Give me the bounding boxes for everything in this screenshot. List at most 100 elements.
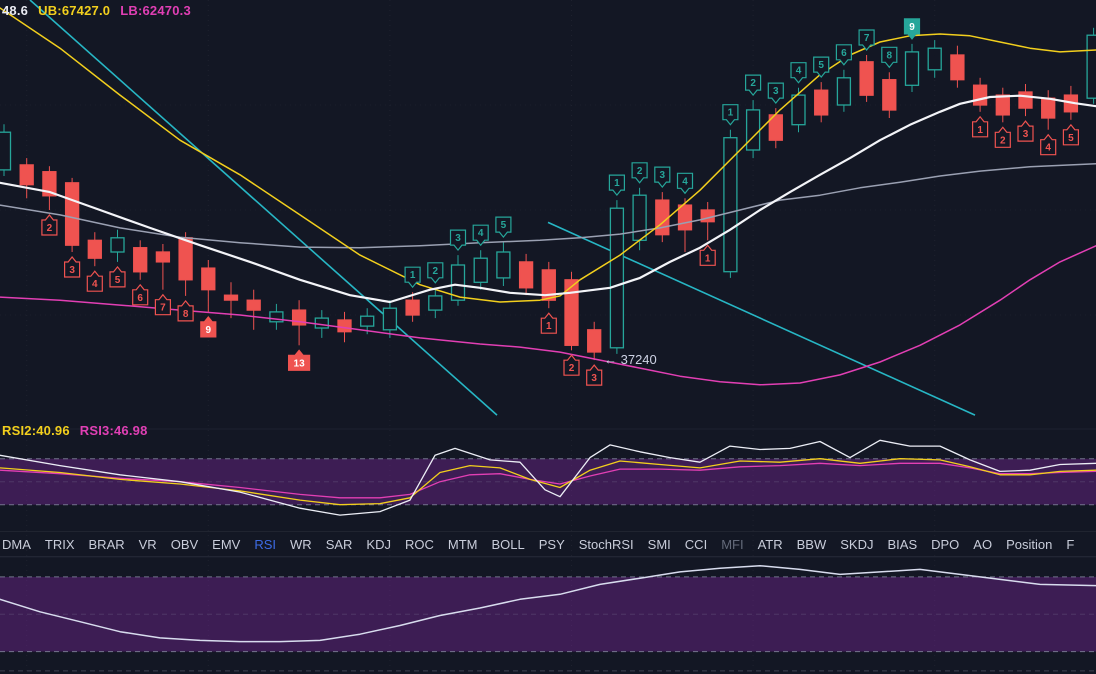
tab-dma[interactable]: DMA <box>2 536 31 552</box>
candle-body[interactable] <box>382 307 398 331</box>
td-count-badge-label: 8 <box>183 309 189 320</box>
candle-body[interactable] <box>995 94 1010 116</box>
tab-psy[interactable]: PSY <box>538 536 565 552</box>
ma-white-line <box>0 94 1096 304</box>
td-count-badge-red-4 <box>86 270 103 292</box>
candle-body[interactable] <box>950 54 965 81</box>
tab-wr[interactable]: WR <box>290 536 312 552</box>
candle-body[interactable] <box>64 182 80 246</box>
td-count-badge-label: 2 <box>569 363 575 374</box>
td-count-badge-red-8 <box>177 299 194 322</box>
candle-body[interactable] <box>882 79 897 111</box>
tab-cci[interactable]: CCI <box>684 536 708 552</box>
candle-body[interactable] <box>337 319 352 333</box>
candle-body[interactable] <box>700 209 715 223</box>
tab-brar[interactable]: BRAR <box>88 536 125 552</box>
tab-dpo[interactable]: DPO <box>931 536 960 552</box>
candle-body[interactable] <box>927 47 942 71</box>
td-count-badge-red-6 <box>132 283 149 306</box>
candle-body[interactable] <box>836 77 852 106</box>
td-count-badge-red-9 <box>200 315 217 338</box>
candle-body[interactable] <box>450 264 466 301</box>
candle-body[interactable] <box>19 164 34 186</box>
candle-body[interactable] <box>1086 34 1096 99</box>
candle-body[interactable] <box>609 207 625 349</box>
rsi2-line <box>0 458 1096 506</box>
td-count-badge-red-1 <box>540 312 557 334</box>
td-count-badge-red-7 <box>154 293 171 316</box>
td-count-badge-green-5 <box>813 56 830 79</box>
candle-body[interactable] <box>859 61 874 96</box>
td-count-badge-label: 3 <box>1023 129 1029 140</box>
candle-body[interactable] <box>745 109 761 151</box>
td-count-badge-red-5 <box>1062 123 1079 146</box>
tab-roc[interactable]: ROC <box>404 536 434 552</box>
tab-mfi[interactable]: MFI <box>721 536 744 552</box>
td-count-badge-label: 5 <box>115 275 121 286</box>
tab-obv[interactable]: OBV <box>170 536 199 552</box>
candle-body[interactable] <box>904 51 920 86</box>
candle-body[interactable] <box>1041 97 1056 119</box>
tab-smi[interactable]: SMI <box>647 536 671 552</box>
tab-sar[interactable]: SAR <box>325 536 353 552</box>
candle-body[interactable] <box>269 311 284 323</box>
bottom-oscillator-line <box>0 564 1096 643</box>
candle-body[interactable] <box>1018 91 1033 109</box>
td-count-badge-green-4 <box>790 62 807 84</box>
candle-body[interactable] <box>677 204 693 231</box>
tab-f[interactable]: F <box>1066 536 1075 552</box>
candle-body[interactable] <box>360 315 375 327</box>
candle-body[interactable] <box>564 279 579 346</box>
candle-body[interactable] <box>0 131 12 171</box>
tab-ao[interactable]: AO <box>973 536 993 552</box>
candle-body[interactable] <box>632 194 647 241</box>
candle-body[interactable] <box>972 84 988 106</box>
candle-body[interactable] <box>178 237 193 281</box>
tab-atr[interactable]: ATR <box>757 536 783 552</box>
td-count-badge-label: 4 <box>1045 143 1051 154</box>
candle-body[interactable] <box>155 251 171 263</box>
td-count-badge-green-1 <box>722 104 739 126</box>
td-count-badge-label: 1 <box>705 253 711 264</box>
tab-bbw[interactable]: BBW <box>796 536 827 552</box>
candle-body[interactable] <box>496 251 511 279</box>
tab-rsi[interactable]: RSI <box>254 536 277 552</box>
candle-body[interactable] <box>723 137 738 273</box>
candle-body[interactable] <box>814 89 829 116</box>
boll-value-label-2: LB:62470.3 <box>120 3 191 18</box>
candle-body[interactable] <box>314 317 329 329</box>
candle-body[interactable] <box>587 329 602 353</box>
tab-bias[interactable]: BIAS <box>887 536 918 552</box>
candle-body[interactable] <box>110 237 125 253</box>
td-count-badge-red-1 <box>699 244 716 266</box>
tab-kdj[interactable]: KDJ <box>366 536 391 552</box>
tab-vr[interactable]: VR <box>138 536 157 552</box>
candle-body[interactable] <box>655 199 670 236</box>
td-count-badge-label: 1 <box>614 178 620 189</box>
td-count-badge-label: 2 <box>637 166 643 177</box>
candle-body[interactable] <box>518 261 534 289</box>
candle-body[interactable] <box>791 94 806 126</box>
candle-body[interactable] <box>246 299 261 311</box>
tab-emv[interactable]: EMV <box>212 536 241 552</box>
candle-body[interactable] <box>201 267 216 291</box>
candle-body[interactable] <box>405 299 420 316</box>
candle-body[interactable] <box>133 247 148 273</box>
candle-body[interactable] <box>541 269 556 301</box>
tab-stochrsi[interactable]: StochRSI <box>578 536 634 552</box>
tab-position[interactable]: Position <box>1006 536 1053 552</box>
tab-boll[interactable]: BOLL <box>491 536 525 552</box>
tab-trix[interactable]: TRIX <box>44 536 75 552</box>
td-count-badge-label: 7 <box>160 303 166 314</box>
candle-body[interactable] <box>87 239 102 259</box>
rsi1-line <box>0 439 1096 516</box>
candle-body[interactable] <box>223 294 239 301</box>
candle-body[interactable] <box>428 295 443 311</box>
tab-skdj[interactable]: SKDJ <box>840 536 874 552</box>
candle-body[interactable] <box>473 257 488 283</box>
candle-body[interactable] <box>42 171 57 197</box>
tab-mtm[interactable]: MTM <box>447 536 478 552</box>
trendline[interactable] <box>29 0 498 416</box>
